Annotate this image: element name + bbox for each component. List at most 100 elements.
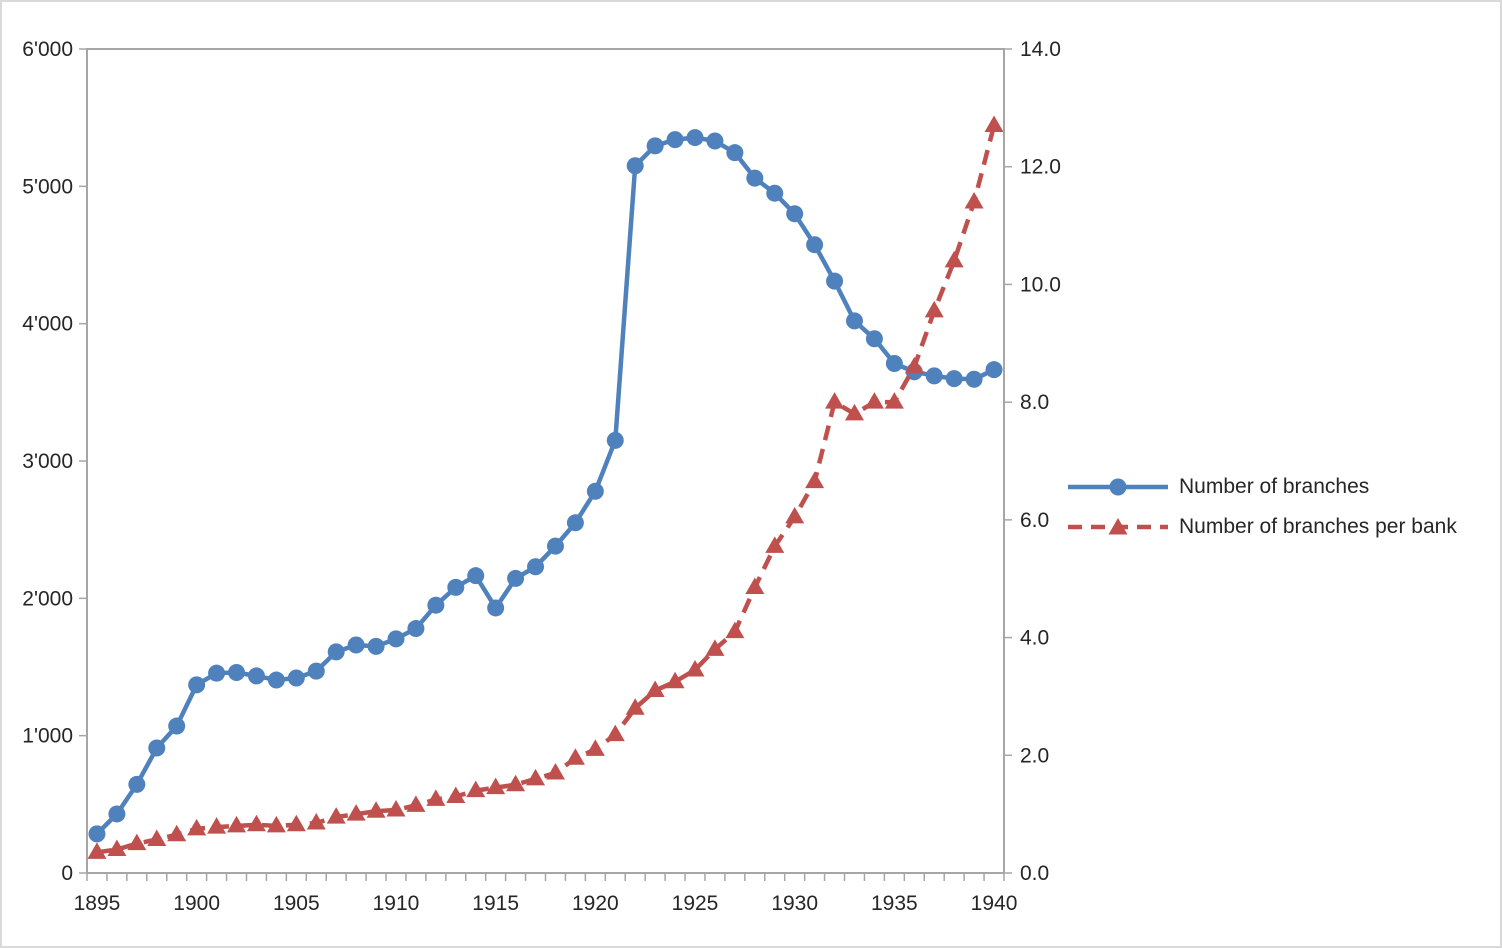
number-of-branches-per-bank-marker [884,392,904,409]
legend: Number of branches Number of branches pe… [1066,474,1457,540]
number-of-branches-marker [606,431,624,449]
number-of-branches-per-bank-marker [745,577,765,595]
number-of-branches-marker [826,272,844,290]
number-of-branches-per-bank-marker [147,829,167,846]
left-axis-tick-label: 1'000 [22,725,73,748]
number-of-branches-per-bank-marker [207,817,227,834]
number-of-branches-marker [985,361,1003,379]
number-of-branches-per-bank-marker [426,789,446,806]
number-of-branches-per-bank-marker [984,115,1004,133]
plot-frame [86,48,1005,874]
number-of-branches-marker [786,205,804,223]
number-of-branches-per-bank-marker [286,814,306,832]
number-of-branches-marker [546,537,564,555]
left-axis-tick-label: 2'000 [22,587,73,610]
number-of-branches-per-bank-marker [545,762,565,780]
number-of-branches-marker [128,775,146,793]
number-of-branches-marker [686,129,704,147]
legend-label-number-of-branches-per-bank: Number of branches per bank [1179,515,1457,538]
number-of-branches-per-bank-marker [486,777,506,795]
right-axis-tick-label: 6.0 [1020,509,1049,532]
number-of-branches-per-bank-marker [466,780,486,798]
number-of-branches-per-bank-marker [685,659,705,677]
number-of-branches-per-bank-marker [864,392,884,409]
number-of-branches-marker [487,599,505,617]
number-of-branches-marker [586,482,604,500]
x-axis-tick-label: 1925 [672,892,719,915]
number-of-branches-per-bank-marker [785,506,805,524]
number-of-branches-marker [746,169,764,187]
x-axis-tick-label: 1920 [572,892,619,915]
number-of-branches-per-bank-line [96,124,997,855]
number-of-branches-per-bank-marker [446,786,466,803]
number-of-branches-marker [168,717,186,735]
number-of-branches-marker [806,236,824,254]
right-axis-tick-label: 14.0 [1020,38,1061,61]
x-axis-tick-label: 1940 [971,892,1018,915]
number-of-branches-per-bank-marker [266,815,286,833]
right-axis-tick-label: 10.0 [1020,273,1061,296]
number-of-branches-per-bank-marker [944,250,964,268]
number-of-branches-per-bank-marker [904,356,924,374]
number-of-branches-per-bank-marker [645,680,665,698]
number-of-branches-per-bank-marker [526,768,546,786]
number-of-branches-marker [307,662,325,680]
number-of-branches-marker [228,663,246,681]
x-axis-tick-label: 1935 [871,892,918,915]
number-of-branches-per-bank-marker [167,824,187,842]
legend-item-number-of-branches: Number of branches [1066,474,1457,500]
number-of-branches-per-bank-marker [326,807,346,824]
number-of-branches-per-bank-marker [765,536,785,553]
number-of-branches-marker [148,739,166,757]
number-of-branches-per-bank-marker [605,724,625,742]
legend-key-solid-line-circle-icon [1068,478,1168,496]
number-of-branches-marker [566,514,584,532]
x-axis-tick-label: 1905 [273,892,320,915]
right-axis-tick-label: 0.0 [1020,862,1049,885]
number-of-branches-per-bank-marker [585,739,605,756]
number-of-branches-marker [407,620,425,638]
left-axis-tick-label: 3'000 [22,450,73,473]
left-axis-tick-label: 4'000 [22,313,73,336]
number-of-branches-per-bank-marker [306,812,326,830]
number-of-branches-marker [626,157,644,175]
number-of-branches-per-bank-marker [187,818,207,836]
x-axis-tick-label: 1895 [74,892,121,915]
number-of-branches-per-bank-marker [805,471,825,489]
x-axis-tick-label: 1910 [373,892,420,915]
number-of-branches-marker [88,825,106,843]
number-of-branches-marker [387,630,405,648]
number-of-branches-per-bank-marker [565,748,585,765]
number-of-branches-marker [327,643,345,661]
number-of-branches-per-bank-marker [964,192,984,209]
number-of-branches-marker [666,131,684,149]
number-of-branches-marker [267,671,285,689]
number-of-branches-per-bank-marker [665,671,685,689]
number-of-branches-marker [447,578,465,596]
number-of-branches-marker [726,144,744,162]
left-axis-tick-label: 5'000 [22,175,73,198]
number-of-branches-per-bank-marker [127,833,147,851]
number-of-branches-per-bank-marker [506,774,526,792]
number-of-branches-per-bank-marker [246,814,266,832]
number-of-branches-per-bank-marker [87,842,107,859]
number-of-branches-per-bank-marker [825,392,845,409]
legend-item-number-of-branches-per-bank: Number of branches per bank [1066,514,1457,540]
number-of-branches-per-bank-marker [227,815,247,833]
number-of-branches-per-bank-marker [366,801,386,818]
number-of-branches-marker [766,184,784,202]
number-of-branches-marker [367,637,385,655]
number-of-branches-marker [347,636,365,654]
number-of-branches-per-bank-marker [924,300,944,318]
left-axis-tick-label: 0 [61,862,73,885]
number-of-branches-marker [427,596,445,614]
number-of-branches-marker [507,569,525,587]
number-of-branches-marker [646,137,664,155]
number-of-branches-marker [467,567,485,585]
number-of-branches-marker [925,367,943,385]
number-of-branches-marker [945,370,963,388]
number-of-branches-per-bank-marker [107,839,127,856]
number-of-branches-marker [845,312,863,330]
number-of-branches-marker [965,370,983,388]
